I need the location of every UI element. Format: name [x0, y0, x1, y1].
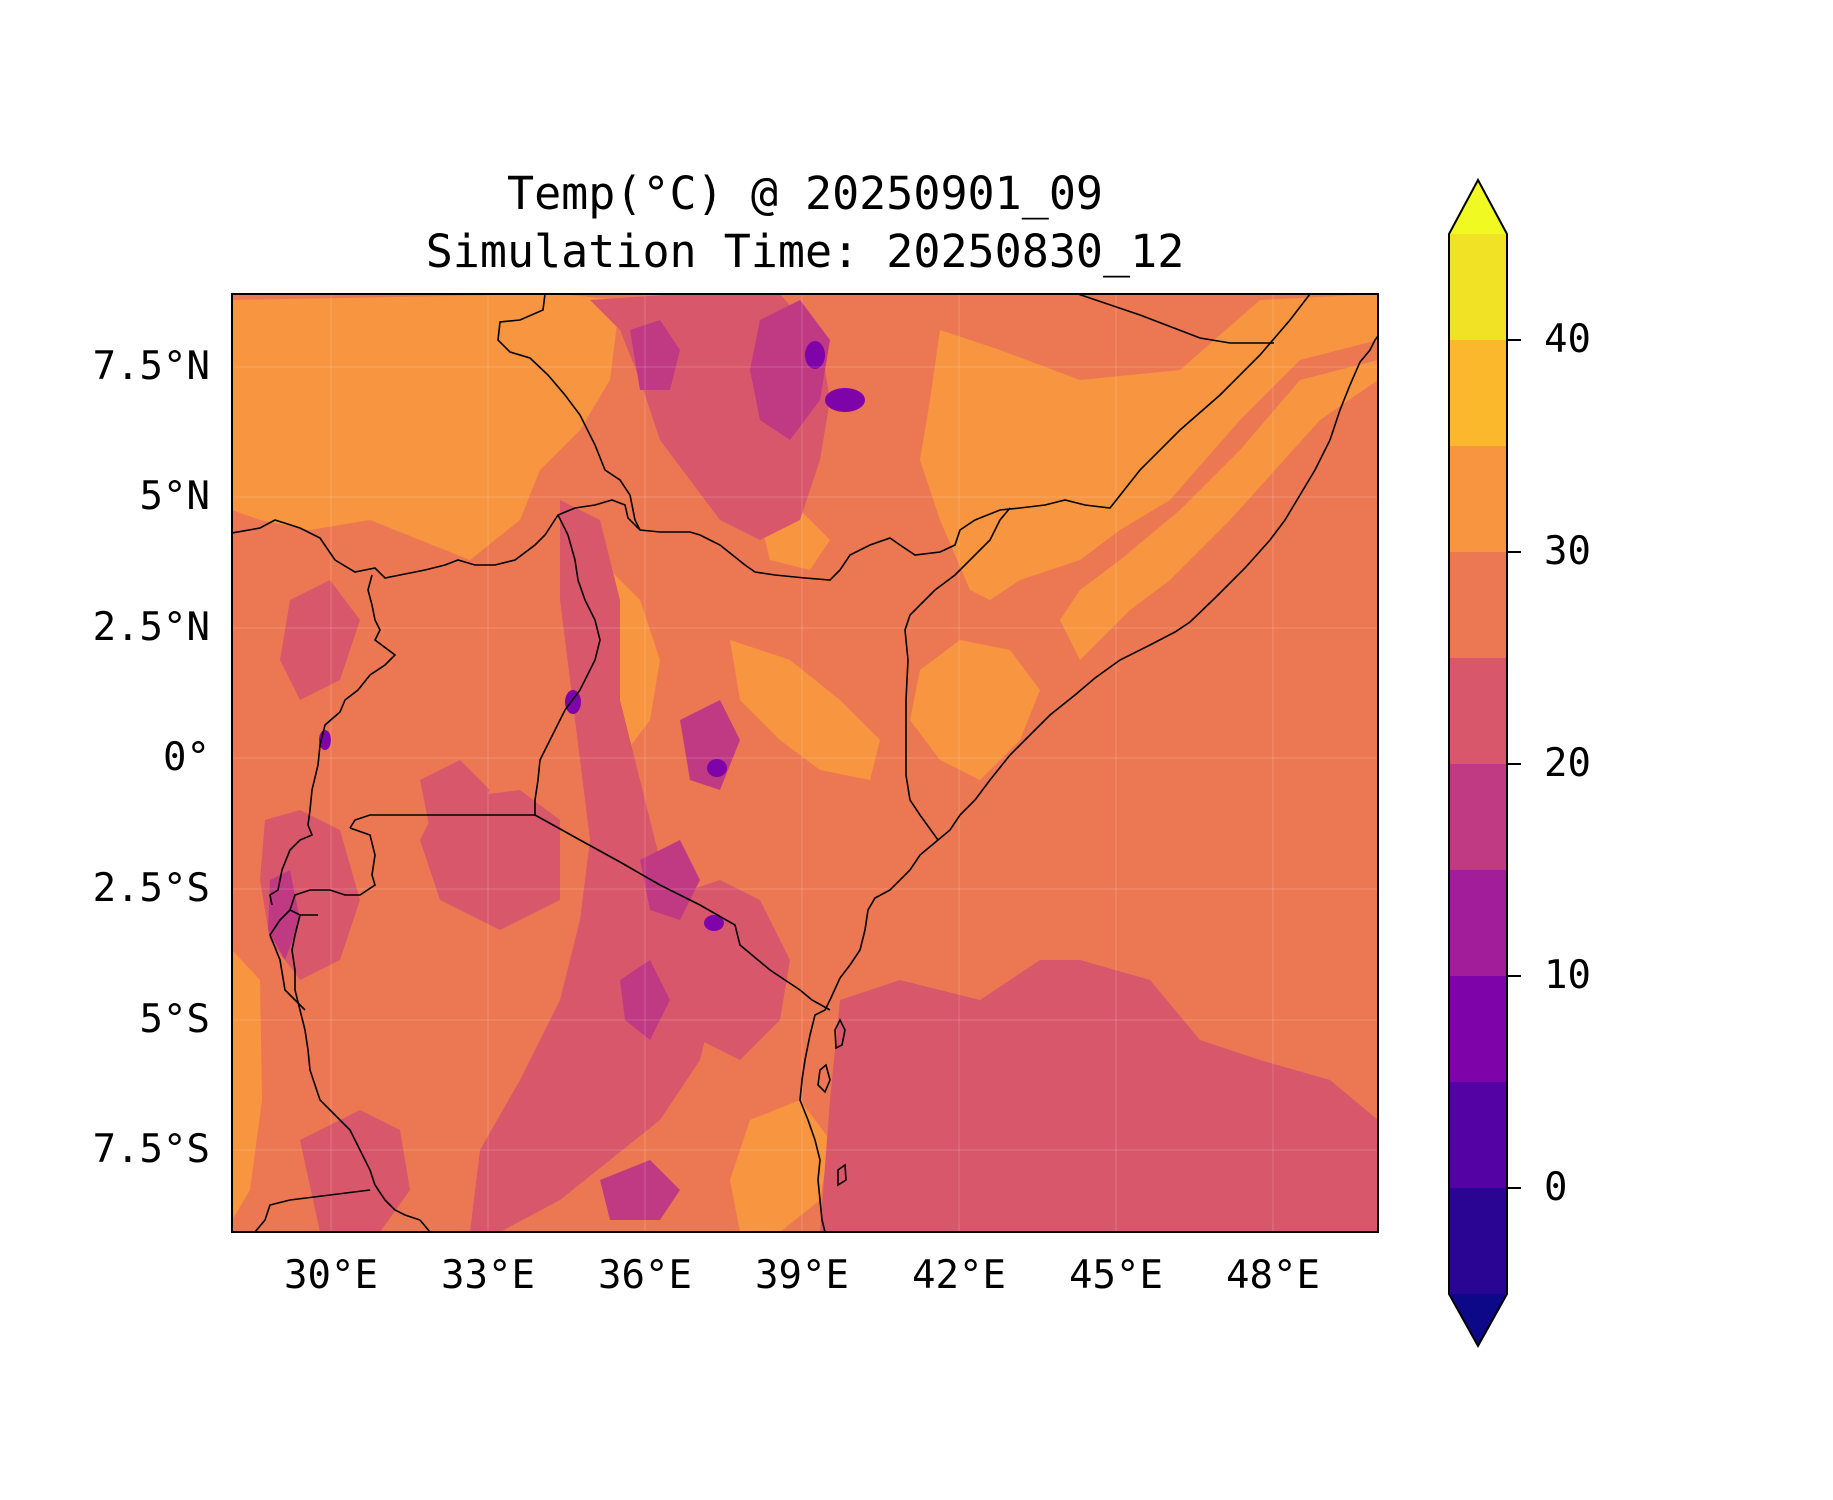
x-tick-label: 36°E [598, 1253, 692, 1298]
colorbar-outline [1448, 177, 1508, 1349]
colorbar-bin-15-20 [1449, 764, 1507, 870]
field-15-20 [268, 300, 830, 1220]
colorbar-tick-label: 10 [1544, 953, 1591, 998]
colorbar-tick-label: 30 [1544, 529, 1591, 574]
x-tick-label: 30°E [284, 1253, 378, 1298]
graticule [232, 294, 1378, 1232]
y-tick-label: 7.5°S [92, 1127, 210, 1172]
map-title: Temp(°C) @ 20250901_09 [506, 167, 1104, 220]
colorbar-bin-20-25 [1449, 658, 1507, 764]
colorbar-bin-30-35 [1449, 446, 1507, 552]
colorbar-bin--5-0 [1449, 1188, 1507, 1294]
field-5-15 [319, 341, 865, 931]
colorbar-extend-high [1449, 180, 1507, 234]
colorbar-tick-label: 40 [1544, 317, 1591, 362]
x-tick-label: 45°E [1069, 1253, 1163, 1298]
colorbar-bin-35-40 [1449, 340, 1507, 446]
colorbar-ticks [1507, 339, 1521, 1189]
colorbar-bin-25-30 [1449, 552, 1507, 658]
colorbar [1448, 177, 1521, 1349]
country-borders [232, 294, 1378, 1232]
colorbar-tick-label: 0 [1544, 1165, 1568, 1210]
y-tick-label: 2.5°S [92, 866, 210, 911]
x-tick-label: 33°E [441, 1253, 535, 1298]
colorbar-bin-40-45 [1449, 234, 1507, 340]
colorbar-bin-10-15 [1449, 870, 1507, 976]
y-tick-label: 7.5°N [92, 344, 210, 389]
x-tick-label: 42°E [912, 1253, 1006, 1298]
y-tick-label: 0° [163, 735, 210, 780]
y-tick-label: 2.5°N [92, 605, 210, 650]
colorbar-bin-5-10 [1449, 976, 1507, 1082]
temperature-field [232, 294, 1378, 1232]
colorbar-extend-low [1449, 1294, 1507, 1346]
x-tick-label: 39°E [755, 1253, 849, 1298]
colorbar-tick-label: 20 [1544, 741, 1591, 786]
field-30-35 [232, 294, 1378, 1232]
map-subtitle: Simulation Time: 20250830_12 [425, 225, 1185, 278]
y-tick-label: 5°S [139, 997, 210, 1042]
colorbar-bin-0-5 [1449, 1082, 1507, 1188]
map-frame [231, 293, 1379, 1233]
x-tick-label: 48°E [1226, 1253, 1320, 1298]
y-tick-label: 5°N [139, 474, 210, 519]
